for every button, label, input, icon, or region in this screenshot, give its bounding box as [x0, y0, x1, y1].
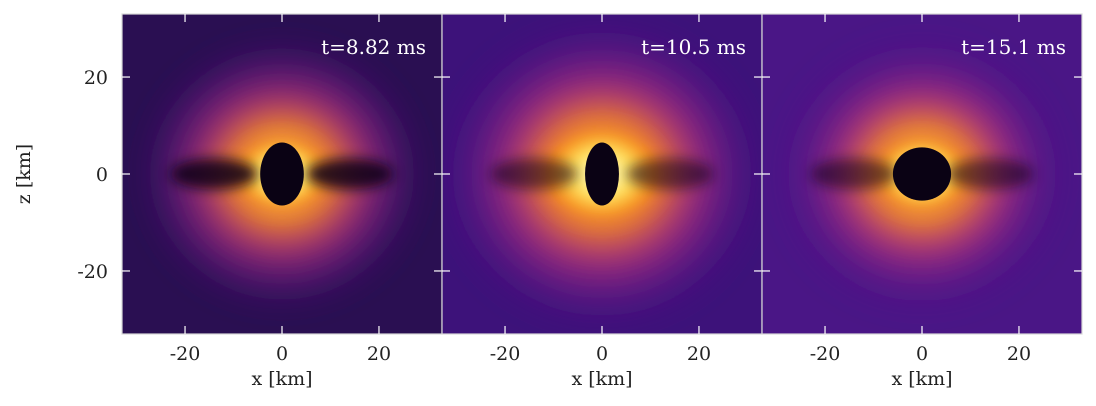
- x-tick-label: 0: [276, 343, 288, 365]
- dark-core: [585, 142, 619, 206]
- x-tick-label: 20: [1007, 343, 1031, 365]
- x-tick-labels: -20 0 20 -20 0 20 -20 0 20: [170, 343, 1031, 365]
- dark-lobe: [626, 158, 714, 190]
- panel-3: t=15.1 ms: [761, 13, 1083, 335]
- time-label: t=8.82 ms: [321, 35, 426, 59]
- heatmap-image: [762, 14, 1082, 334]
- dark-core: [892, 147, 952, 201]
- heatmap-image: [442, 14, 762, 334]
- x-tick-label: 0: [596, 343, 608, 365]
- x-tick-label: 20: [687, 343, 711, 365]
- y-tick-label: 20: [84, 67, 108, 89]
- x-axis-labels: x [km] x [km] x [km]: [251, 368, 952, 390]
- panels: t=8.82 ms t=10.5 ms t=15.1 ms: [121, 13, 1083, 335]
- dark-lobe: [810, 158, 898, 190]
- x-axis-label: x [km]: [891, 368, 952, 390]
- dark-lobe: [170, 158, 258, 190]
- x-tick-label: -20: [490, 343, 521, 365]
- x-axis-label: x [km]: [571, 368, 632, 390]
- dark-lobe: [306, 158, 394, 190]
- y-tick-labels: -20 0 20: [77, 67, 108, 283]
- x-axis-label: x [km]: [251, 368, 312, 390]
- x-tick-label: 0: [916, 343, 928, 365]
- time-label: t=10.5 ms: [641, 35, 746, 59]
- x-tick-label: -20: [810, 343, 841, 365]
- x-tick-label: 20: [367, 343, 391, 365]
- panel-1: t=8.82 ms: [121, 13, 443, 335]
- y-axis-label: z [km]: [13, 144, 35, 204]
- y-tick-label: 0: [96, 164, 108, 186]
- dark-lobe: [946, 158, 1034, 190]
- dark-lobe: [490, 158, 578, 190]
- y-tick-label: -20: [77, 261, 108, 283]
- time-label: t=15.1 ms: [961, 35, 1066, 59]
- dark-core: [260, 142, 304, 206]
- heatmap-image: [122, 14, 442, 334]
- panel-2: t=10.5 ms: [441, 13, 763, 335]
- x-tick-label: -20: [170, 343, 201, 365]
